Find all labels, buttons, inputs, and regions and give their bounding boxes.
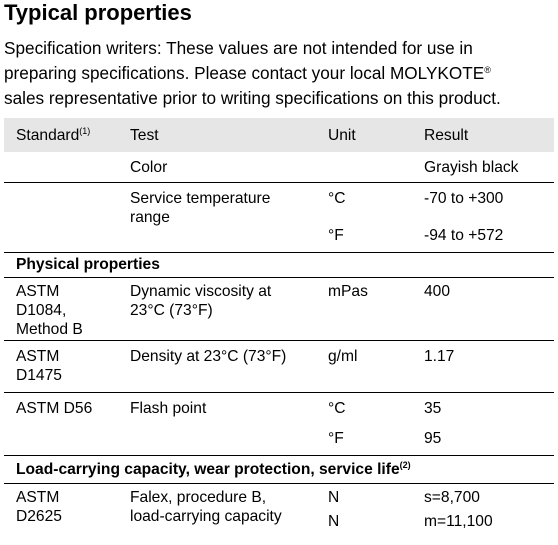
test-line: Falex, procedure B, (130, 489, 267, 506)
test-line: Service temperature (130, 190, 271, 207)
footnote-marker: (1) (79, 126, 91, 136)
unit-cell: g/ml (328, 348, 358, 365)
header-standard: Standard(1) (16, 126, 90, 145)
test-line: load-carrying capacity (130, 508, 282, 525)
test-line: 23°C (73°F) (130, 302, 213, 319)
test-cell: Color (130, 159, 168, 176)
table-row: ASTM D1084, Method B Dynamic viscosity a… (4, 277, 554, 340)
result-cell: 400 (424, 283, 451, 300)
intro-line: preparing specifications. Please contact… (4, 61, 556, 86)
section-header-physical: Physical properties (4, 252, 554, 277)
section-title: Physical properties (16, 256, 160, 273)
intro-paragraph: Specification writers: These values are … (4, 36, 556, 111)
header-test: Test (130, 127, 159, 144)
standard-line: D2625 (16, 508, 62, 525)
table-row: ASTM D56 Flash point °C 35 °F 95 (4, 392, 554, 455)
standard-line: ASTM (16, 348, 60, 365)
unit-cell: °C (328, 400, 346, 417)
result-line: s=8,700 (424, 489, 480, 506)
result-cell: 95 (424, 430, 442, 447)
unit-line: N (328, 513, 340, 530)
header-result: Result (424, 127, 469, 144)
section-title: Load-carrying capacity, wear protection,… (16, 460, 411, 479)
footnote-marker: (2) (399, 460, 411, 470)
standard-cell: ASTM D1084, Method B (16, 282, 83, 339)
result-cell: s=8,700 m=11,100 (424, 488, 493, 531)
result-cell: -94 to +572 (424, 227, 504, 244)
table-header: Standard(1) Test Unit Result (4, 118, 554, 152)
test-cell: Flash point (130, 400, 207, 417)
standard-line: D1475 (16, 367, 62, 384)
standard-line: ASTM (16, 283, 60, 300)
standard-line: Method B (16, 321, 83, 338)
intro-text: preparing specifications. Please contact… (4, 63, 485, 83)
unit-cell: °C (328, 190, 346, 207)
unit-cell: °F (328, 227, 344, 244)
test-cell: Density at 23°C (73°F) (130, 348, 287, 365)
result-cell: -70 to +300 (424, 190, 504, 207)
standard-line: D1084, (16, 302, 67, 319)
result-cell: 35 (424, 400, 442, 417)
properties-table: Standard(1) Test Unit Result Color Grayi… (4, 118, 554, 532)
standard-cell: ASTM D1475 (16, 347, 62, 385)
unit-cell: N N (328, 488, 339, 531)
standard-line: ASTM (16, 489, 60, 506)
header-unit: Unit (328, 127, 356, 144)
intro-line: Specification writers: These values are … (4, 38, 473, 58)
unit-cell: °F (328, 430, 344, 447)
result-cell: 1.17 (424, 348, 455, 365)
standard-cell: ASTM D2625 (16, 488, 62, 526)
table-row: ASTM D1475 Density at 23°C (73°F) g/ml 1… (4, 340, 554, 392)
header-standard-label: Standard (16, 127, 80, 144)
test-cell: Dynamic viscosity at 23°C (73°F) (130, 282, 271, 320)
unit-line: N (328, 489, 340, 506)
section-title-text: Load-carrying capacity, wear protection,… (16, 461, 400, 478)
table-row: Service temperature range °C -70 to +300… (4, 182, 554, 252)
unit-cell: mPas (328, 283, 368, 300)
test-line: Dynamic viscosity at (130, 283, 272, 300)
intro-line: sales representative prior to writing sp… (4, 88, 501, 108)
page-title: Typical properties (4, 0, 192, 25)
test-line: range (130, 209, 170, 226)
standard-cell: ASTM D56 (16, 400, 93, 417)
test-cell: Falex, procedure B, load-carrying capaci… (130, 488, 282, 526)
section-header-load: Load-carrying capacity, wear protection,… (4, 455, 554, 483)
result-cell: Grayish black (424, 159, 519, 176)
table-row: Color Grayish black (4, 152, 554, 182)
test-cell: Service temperature range (130, 189, 270, 227)
table-row: ASTM D2625 Falex, procedure B, load-carr… (4, 483, 554, 532)
result-line: m=11,100 (424, 513, 493, 530)
trademark-symbol: ® (484, 65, 491, 75)
